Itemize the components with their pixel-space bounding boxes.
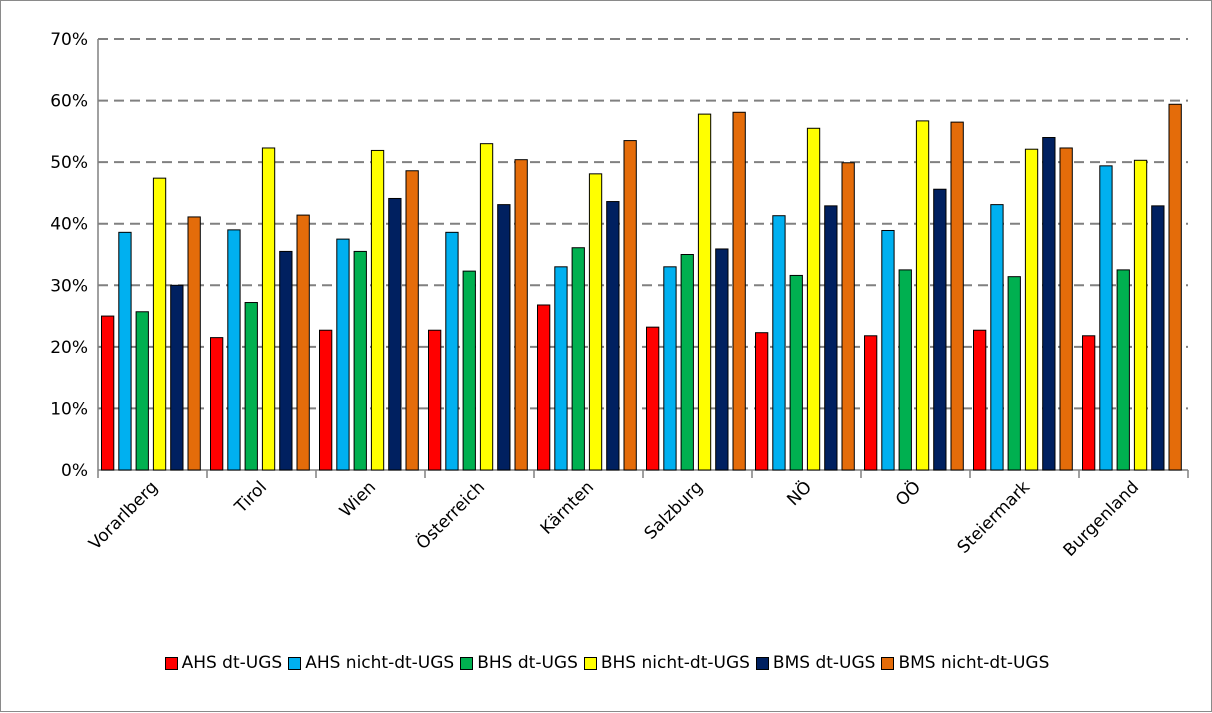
- bar: [1024, 148, 1039, 471]
- legend-label: BMS nicht-dt-UGS: [898, 653, 1050, 673]
- bar: [227, 229, 241, 471]
- legend-label: AHS nicht-dt-UGS: [305, 653, 455, 673]
- bar: [101, 315, 115, 471]
- bar: [462, 270, 476, 471]
- bar: [1133, 159, 1148, 471]
- bar: [1099, 165, 1113, 471]
- bar: [663, 266, 677, 471]
- x-tick-label: NÖ: [782, 476, 816, 510]
- bar: [279, 250, 293, 471]
- bar: [261, 147, 276, 471]
- bar: [864, 335, 878, 471]
- bar: [915, 120, 930, 471]
- bar: [623, 140, 637, 471]
- bar: [445, 231, 459, 471]
- bar: [606, 201, 620, 471]
- bar: [319, 329, 333, 471]
- legend-item: AHS dt-UGS: [164, 653, 283, 673]
- legend-item: BHS nicht-dt-UGS: [583, 653, 750, 673]
- y-tick-label: 10%: [50, 399, 88, 419]
- bar: [1116, 269, 1130, 471]
- x-tick-label: OÖ: [891, 476, 925, 510]
- bar: [170, 284, 184, 471]
- bar: [296, 214, 310, 471]
- x-tick-label: Tirol: [230, 477, 271, 518]
- x-tick-label: Salzburg: [641, 477, 707, 543]
- bar: [1042, 137, 1056, 471]
- bar: [554, 266, 568, 471]
- y-tick-label: 0%: [61, 461, 88, 481]
- x-tick-label: Vorarlberg: [85, 477, 162, 554]
- y-tick-label: 20%: [50, 338, 88, 358]
- bar: [479, 143, 494, 471]
- bar: [1059, 147, 1073, 471]
- y-tick-label: 50%: [50, 153, 88, 173]
- bar: [118, 231, 132, 471]
- bar: [353, 250, 367, 471]
- bar: [898, 269, 912, 471]
- legend-item: BMS dt-UGS: [755, 653, 876, 673]
- legend-swatch: [755, 656, 769, 670]
- bar: [1082, 335, 1096, 471]
- legend-swatch: [460, 656, 474, 670]
- bar: [1151, 205, 1165, 471]
- legend-item: BMS nicht-dt-UGS: [881, 653, 1049, 673]
- bar: [646, 326, 660, 471]
- bar: [697, 113, 712, 471]
- bar: [1007, 276, 1021, 471]
- bar: [187, 216, 201, 471]
- y-tick-label: 40%: [50, 215, 88, 235]
- bar: [571, 247, 585, 471]
- legend-label: BHS dt-UGS: [477, 653, 578, 673]
- bar: [824, 205, 838, 471]
- bar: [732, 111, 746, 471]
- bar: [152, 177, 167, 471]
- bar: [1168, 103, 1182, 471]
- bar: [680, 254, 694, 471]
- y-tick-label: 70%: [50, 30, 88, 50]
- bar: [841, 162, 855, 471]
- bar: [537, 304, 551, 471]
- legend-item: BHS dt-UGS: [460, 653, 578, 673]
- legend-item: AHS nicht-dt-UGS: [288, 653, 454, 673]
- bar: [497, 204, 511, 471]
- bar: [428, 329, 442, 471]
- x-tick-label: Kärnten: [537, 477, 598, 538]
- bar: [990, 204, 1004, 471]
- legend-swatch: [583, 656, 597, 670]
- legend-swatch: [164, 656, 178, 670]
- bar: [336, 238, 350, 471]
- bar: [973, 329, 987, 471]
- x-tick-label: Steiermark: [954, 477, 1034, 557]
- legend-label: BHS nicht-dt-UGS: [600, 653, 750, 673]
- bar: [789, 274, 803, 471]
- bar: [370, 149, 385, 471]
- y-tick-label: 30%: [50, 276, 88, 296]
- bar: [772, 215, 786, 471]
- x-tick-label: Burgenland: [1060, 477, 1143, 560]
- legend-swatch: [881, 656, 895, 670]
- bar: [135, 311, 149, 471]
- legend: AHS dt-UGS AHS nicht-dt-UGS BHS dt-UGS BHS …: [1, 653, 1212, 673]
- bar: [405, 170, 419, 471]
- x-tick-label: Wien: [336, 477, 380, 521]
- bar: [388, 197, 402, 471]
- bar: [950, 121, 964, 471]
- bar: [806, 127, 821, 471]
- legend-label: BMS dt-UGS: [772, 653, 876, 673]
- bar: [933, 188, 947, 471]
- legend-swatch: [288, 656, 302, 670]
- bar: [210, 337, 224, 471]
- bar: [514, 159, 528, 471]
- x-tick-label: Österreich: [411, 476, 489, 554]
- bar: [715, 248, 729, 471]
- bar: [588, 173, 603, 471]
- y-tick-label: 60%: [50, 92, 88, 112]
- legend-label: AHS dt-UGS: [181, 653, 283, 673]
- bar: [881, 229, 895, 471]
- bar: [244, 302, 258, 471]
- bar: [755, 332, 769, 471]
